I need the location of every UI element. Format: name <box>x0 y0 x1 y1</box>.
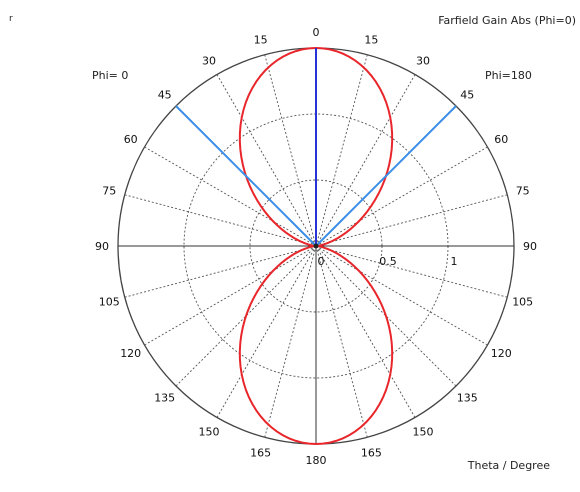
angle-tick-label: 165 <box>361 447 382 460</box>
gain-pattern <box>238 46 394 446</box>
angle-tick-label: 30 <box>416 55 430 68</box>
grid-spoke <box>144 245 317 346</box>
grid-spoke <box>216 245 317 418</box>
grid-spoke <box>315 245 457 387</box>
grid-spoke <box>216 74 317 247</box>
axis-label: Theta / Degree <box>467 459 550 472</box>
left-label: Phi= 0 <box>92 69 128 82</box>
angle-tick-label: 150 <box>199 425 220 438</box>
angle-tick-label: 75 <box>516 185 530 198</box>
angle-tick-label: 60 <box>494 133 508 146</box>
chart-title: Farfield Gain Abs (Phi=0) <box>438 14 576 27</box>
angle-tick-label: 135 <box>457 391 478 404</box>
angle-tick-label: 60 <box>124 133 138 146</box>
angle-tick-label: 90 <box>523 240 537 253</box>
angle-tick-label: 15 <box>364 33 378 46</box>
grid-spoke <box>315 54 368 247</box>
grid-spoke <box>315 194 508 247</box>
angle-tick-label: 120 <box>120 347 141 360</box>
grid-spoke <box>264 54 317 247</box>
origin-point <box>313 243 319 249</box>
angle-tick-label: 105 <box>99 295 120 308</box>
grid-spoke <box>144 146 317 247</box>
angle-tick-label: 0 <box>313 26 320 39</box>
angle-tick-label: 90 <box>95 240 109 253</box>
grid-spoke <box>315 245 508 298</box>
angle-tick-label: 150 <box>413 425 434 438</box>
angle-tick-label: 105 <box>512 295 533 308</box>
grid-spoke <box>315 74 416 247</box>
radial-tick-label: 1 <box>451 255 458 268</box>
grid-spoke <box>175 245 317 387</box>
radial-tick-label: 0.5 <box>379 255 397 268</box>
grid-spoke <box>315 146 488 247</box>
angle-tick-label: 45 <box>158 89 172 102</box>
grid-spoke <box>315 245 488 346</box>
angle-tick-label: 120 <box>491 347 512 360</box>
corner-mark: r <box>9 14 13 24</box>
grid-spoke <box>315 245 368 438</box>
angle-tick-label: 165 <box>250 447 271 460</box>
angle-tick-label: 15 <box>254 33 268 46</box>
grid-spoke <box>264 245 317 438</box>
angle-tick-label: 180 <box>306 454 327 467</box>
angle-tick-label: 75 <box>102 185 116 198</box>
right-label: Phi=180 <box>485 69 532 82</box>
radial-tick-label: 0 <box>318 255 325 268</box>
grid-spoke <box>124 194 317 247</box>
grid-spoke <box>315 245 416 418</box>
angle-tick-label: 30 <box>202 55 216 68</box>
angle-tick-label: 45 <box>460 89 474 102</box>
beam-line <box>315 105 457 247</box>
angle-tick-label: 135 <box>154 391 175 404</box>
beam-line <box>175 105 317 247</box>
grid-spoke <box>124 245 317 298</box>
